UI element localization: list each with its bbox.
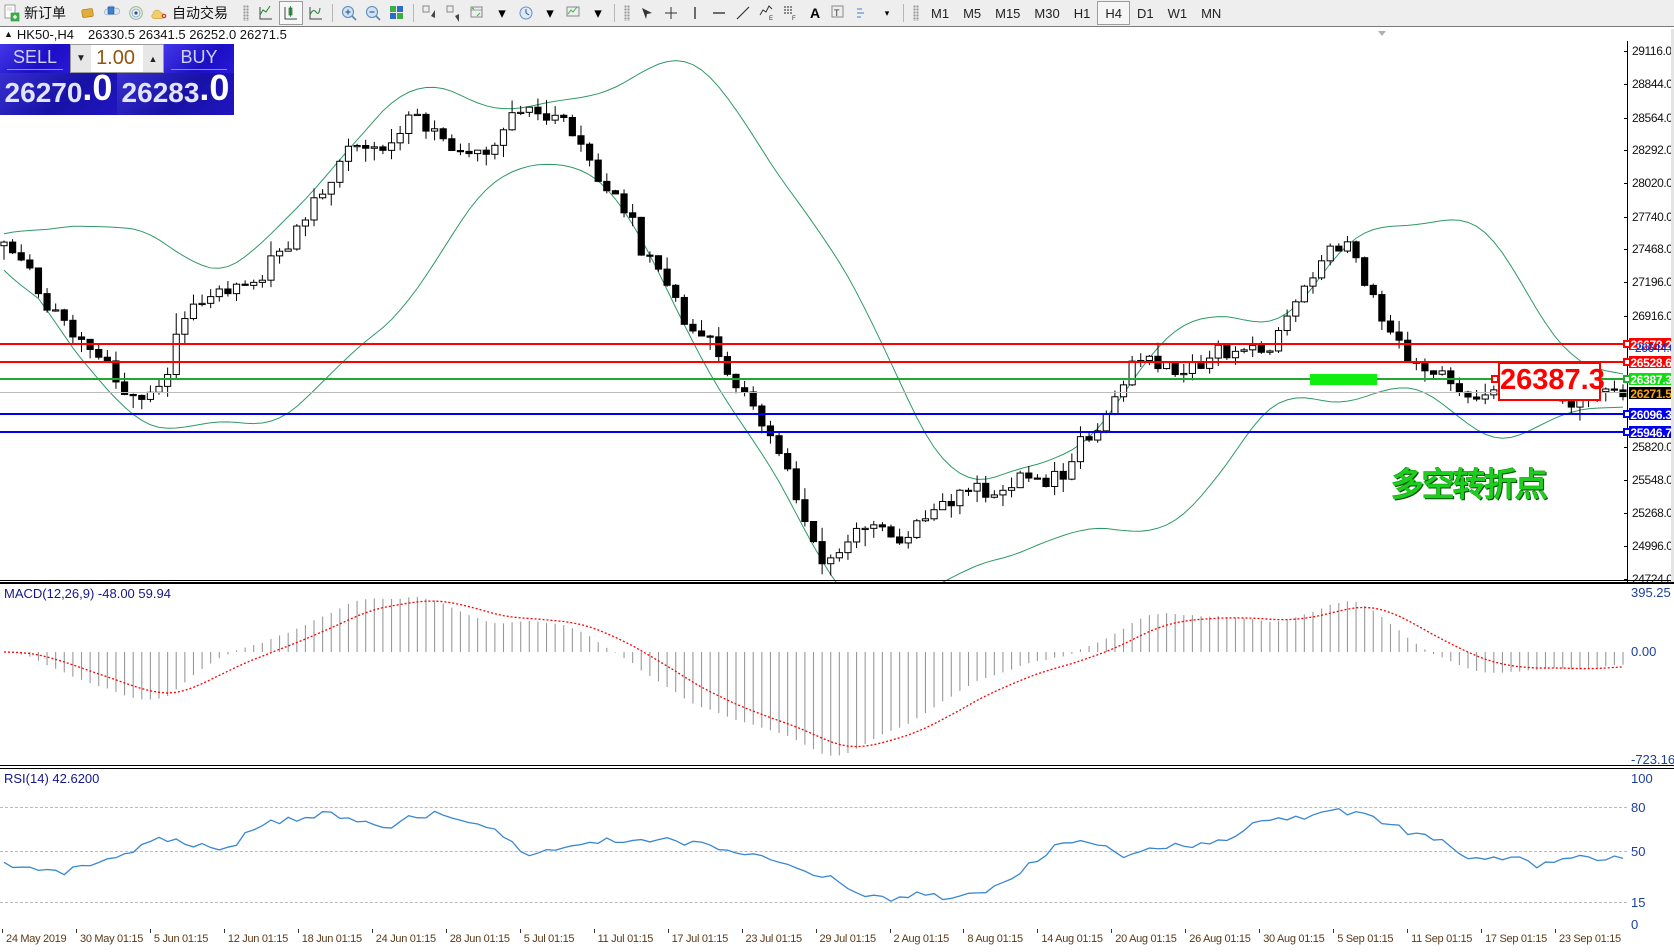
svg-text:T: T bbox=[834, 8, 840, 18]
svg-text:E: E bbox=[769, 16, 773, 22]
svg-text:F: F bbox=[792, 16, 796, 22]
